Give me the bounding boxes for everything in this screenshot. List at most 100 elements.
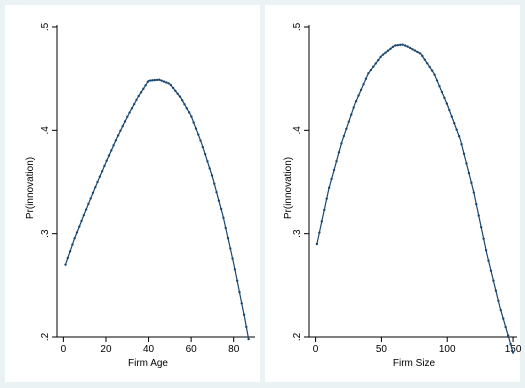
data-point bbox=[126, 115, 129, 119]
data-point bbox=[484, 249, 488, 252]
data-point bbox=[345, 127, 348, 131]
data-point bbox=[210, 174, 214, 177]
data-point bbox=[112, 144, 115, 147]
data-point bbox=[176, 92, 179, 95]
data-point bbox=[396, 43, 400, 47]
data-point bbox=[369, 68, 373, 72]
data-point bbox=[103, 164, 106, 168]
data-point bbox=[448, 108, 451, 112]
data-point bbox=[330, 177, 333, 181]
data-point bbox=[325, 197, 328, 200]
data-point bbox=[472, 191, 476, 194]
data-point bbox=[155, 78, 159, 82]
data-point bbox=[384, 51, 387, 54]
data-point bbox=[73, 237, 76, 240]
data-point bbox=[315, 242, 319, 246]
data-point bbox=[489, 269, 493, 272]
data-point bbox=[222, 216, 225, 219]
data-point bbox=[347, 120, 350, 123]
data-point bbox=[320, 220, 324, 223]
data-point bbox=[110, 149, 113, 152]
data-point bbox=[457, 135, 461, 138]
data-point bbox=[502, 317, 505, 320]
data-point bbox=[89, 197, 92, 200]
data-point bbox=[169, 83, 172, 87]
data-point bbox=[142, 87, 145, 91]
data-point bbox=[192, 121, 195, 124]
data-point bbox=[423, 58, 426, 61]
data-point bbox=[233, 268, 237, 271]
data-point bbox=[433, 73, 436, 76]
data-point bbox=[68, 250, 72, 253]
data-point bbox=[185, 107, 189, 110]
x-tick-label: 0 bbox=[61, 344, 67, 355]
x-tick-label: 100 bbox=[439, 344, 456, 355]
plot-area-firm-age: .2 .3 .4 .5 0 20 40 60 80 bbox=[40, 22, 255, 355]
data-point bbox=[453, 121, 456, 125]
data-point bbox=[482, 237, 485, 240]
data-point bbox=[450, 115, 453, 118]
y-axis-title: Pr(innovation) bbox=[25, 157, 36, 219]
data-point bbox=[413, 49, 417, 52]
data-point bbox=[430, 69, 434, 72]
data-point bbox=[465, 162, 468, 165]
data-point bbox=[64, 263, 67, 266]
data-point bbox=[206, 160, 209, 163]
data-point bbox=[199, 139, 202, 142]
data-point bbox=[408, 46, 412, 50]
data-point bbox=[352, 106, 355, 109]
data-point bbox=[208, 167, 211, 170]
data-point bbox=[183, 103, 186, 106]
data-point bbox=[367, 72, 370, 75]
y-tick-label: .4 bbox=[292, 126, 303, 135]
data-point bbox=[215, 190, 218, 194]
data-point bbox=[455, 128, 458, 131]
data-point bbox=[226, 237, 230, 240]
data-point bbox=[123, 120, 127, 123]
data-point bbox=[421, 54, 424, 58]
data-point bbox=[379, 55, 382, 59]
data-point bbox=[98, 175, 102, 178]
plot-area-firm-size: .2 .3 .4 .5 0 50 100 150 bbox=[292, 22, 522, 355]
data-point bbox=[132, 102, 136, 106]
data-point bbox=[135, 98, 138, 102]
data-point bbox=[121, 124, 124, 128]
data-point bbox=[438, 85, 441, 88]
data-point bbox=[100, 170, 104, 173]
data-point bbox=[492, 279, 495, 282]
data-point bbox=[80, 219, 83, 223]
data-point bbox=[340, 142, 343, 145]
data-point bbox=[504, 325, 507, 329]
y-tick-label: .2 bbox=[292, 332, 303, 341]
data-point bbox=[231, 257, 234, 260]
data-point bbox=[84, 208, 88, 211]
data-point bbox=[418, 52, 422, 55]
data-point bbox=[240, 302, 243, 305]
data-point bbox=[506, 334, 510, 337]
x-tick-label: 0 bbox=[313, 344, 319, 355]
data-point bbox=[178, 95, 182, 98]
data-point bbox=[162, 80, 166, 83]
data-point bbox=[174, 89, 177, 93]
panel-background bbox=[5, 5, 260, 382]
data-point bbox=[219, 207, 223, 211]
data-point bbox=[354, 99, 358, 103]
data-point bbox=[394, 44, 397, 47]
data-point bbox=[428, 65, 431, 69]
data-point bbox=[128, 111, 131, 114]
data-point bbox=[201, 145, 205, 149]
data-point bbox=[497, 299, 500, 302]
data-point bbox=[342, 134, 346, 138]
data-point bbox=[245, 325, 248, 329]
data-point bbox=[467, 171, 471, 175]
data-point bbox=[443, 96, 446, 100]
data-point bbox=[78, 225, 81, 228]
data-point bbox=[445, 102, 449, 105]
data-point bbox=[158, 78, 161, 81]
data-point bbox=[213, 182, 216, 185]
x-axis-title: Firm Age bbox=[128, 358, 168, 369]
data-point bbox=[130, 107, 134, 110]
data-point bbox=[477, 214, 480, 217]
data-point bbox=[165, 81, 168, 84]
